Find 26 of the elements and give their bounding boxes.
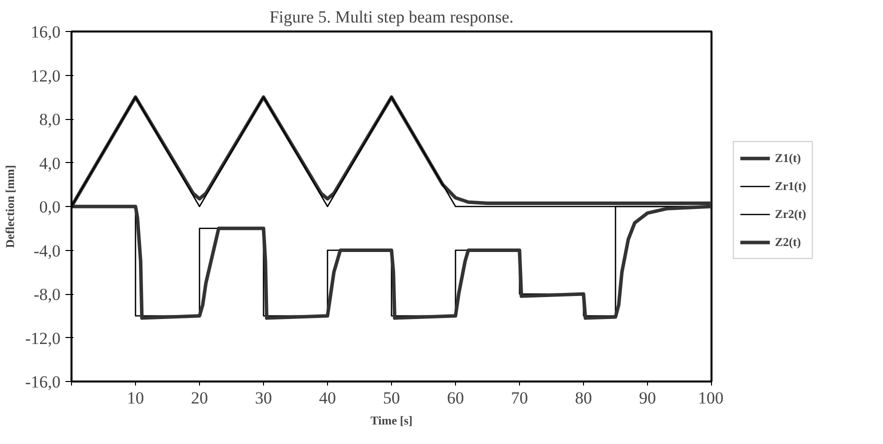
y-tick-label: 12,0 (30, 66, 60, 86)
chart-title: Figure 5. Multi step beam response. (269, 8, 514, 26)
y-tick-label: -8,0 (34, 285, 61, 304)
x-tick-label: 10 (127, 388, 144, 408)
x-tick-label: 90 (639, 388, 656, 408)
y-tick-label: -4,0 (34, 241, 61, 260)
x-tick-label: 30 (255, 388, 272, 408)
x-tick-label: 60 (447, 388, 464, 408)
y-tick-label: 0,0 (39, 198, 60, 216)
x-axis-title: Time [s] (370, 414, 413, 428)
legend-label: Zr2(t) (774, 206, 806, 222)
x-tick-label: 40 (319, 388, 336, 408)
legend-label: Z1(t) (774, 150, 801, 166)
y-tick-label: 4,0 (39, 154, 60, 173)
y-tick-label: -16,0 (25, 372, 61, 392)
y-tick-label: 16,0 (30, 22, 60, 42)
x-tick-label: 50 (383, 388, 400, 408)
x-tick-label: 80 (575, 388, 592, 408)
legend-label: Z2(t) (774, 234, 801, 250)
x-tick-label: 100 (698, 388, 724, 408)
y-tick-label: 8,0 (39, 110, 60, 129)
x-tick-label: 70 (511, 388, 528, 408)
y-axis-title: Deflection [mm] (3, 165, 18, 248)
y-tick-label: -12,0 (25, 328, 61, 348)
x-tick-label: 20 (191, 388, 208, 408)
legend-label: Zr1(t) (774, 178, 806, 194)
